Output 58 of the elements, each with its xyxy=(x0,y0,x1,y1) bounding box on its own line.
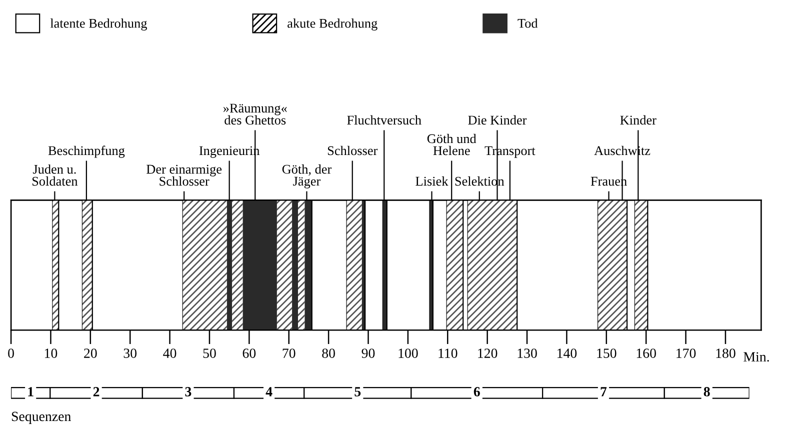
bar xyxy=(304,200,312,330)
bar xyxy=(468,200,518,330)
bar xyxy=(242,200,277,330)
x-tick-label: 160 xyxy=(636,348,656,358)
x-tick-label: 10 xyxy=(44,348,58,358)
series-label: 8 xyxy=(704,387,710,396)
bar xyxy=(598,200,628,330)
legend-label: latente Bedrohung xyxy=(50,18,147,31)
x-tick-label: 120 xyxy=(478,348,498,358)
bar xyxy=(292,200,298,330)
series-label: 3 xyxy=(185,387,192,396)
x-tick-label: 180 xyxy=(716,348,736,358)
bar xyxy=(346,200,362,330)
series-label: 1 xyxy=(28,387,34,396)
x-tick-label: 130 xyxy=(518,348,537,358)
x-tick-label: 100 xyxy=(398,348,418,358)
bar xyxy=(232,200,243,330)
bar xyxy=(182,200,227,330)
bar xyxy=(82,200,92,330)
bar xyxy=(298,200,305,330)
ref-line-label: Lisiek xyxy=(416,176,448,186)
series-label: 6 xyxy=(474,387,480,396)
x-tick-label: 30 xyxy=(124,348,137,358)
ref-line-label: Juden u. Soldaten xyxy=(32,164,78,186)
x-tick-label: 40 xyxy=(163,348,176,358)
bar xyxy=(52,200,59,330)
series-label: 2 xyxy=(93,387,100,396)
series-label: 7 xyxy=(600,387,607,396)
x-tick-label: 50 xyxy=(203,348,216,358)
x-tick-label: 0 xyxy=(8,348,14,358)
ref-line-label: »Räumung« des Ghettos xyxy=(223,104,287,125)
bar xyxy=(446,200,464,330)
ref-line-label: Fluchtversuch xyxy=(347,115,422,125)
series-label: 4 xyxy=(266,387,272,396)
ref-line-label: Göth und Helene xyxy=(427,134,476,156)
legend-label: Tod xyxy=(518,18,538,28)
x-tick-label: 70 xyxy=(282,348,296,358)
series-label: 5 xyxy=(354,387,361,396)
x-axis-title: Min. xyxy=(744,352,769,362)
ref-line-label: Schlosser xyxy=(328,146,378,156)
ref-line-label: Kinder xyxy=(620,115,656,125)
x-tick-label: 80 xyxy=(322,348,335,358)
ref-line-label: Göth, der Jäger xyxy=(282,164,332,188)
x-tick-label: 140 xyxy=(558,348,577,358)
bar xyxy=(634,200,648,330)
bar xyxy=(226,200,232,330)
x-tick-label: 170 xyxy=(676,348,696,358)
x-axis-title: Sequenzen xyxy=(12,412,71,424)
x-tick-label: 60 xyxy=(242,348,256,358)
bar xyxy=(276,200,292,330)
x-tick-label: 150 xyxy=(597,348,616,358)
text: akute Bedrohung xyxy=(288,18,378,31)
ref-line-label: Beschimpfung xyxy=(48,146,125,158)
x-tick-label: 20 xyxy=(84,348,97,358)
x-tick-label: 110 xyxy=(438,348,458,358)
ref-line-label: Die Kinder xyxy=(468,115,527,125)
x-tick-label: 90 xyxy=(362,348,375,358)
ref-line-label: Der einarmige Schlosser xyxy=(146,164,222,186)
